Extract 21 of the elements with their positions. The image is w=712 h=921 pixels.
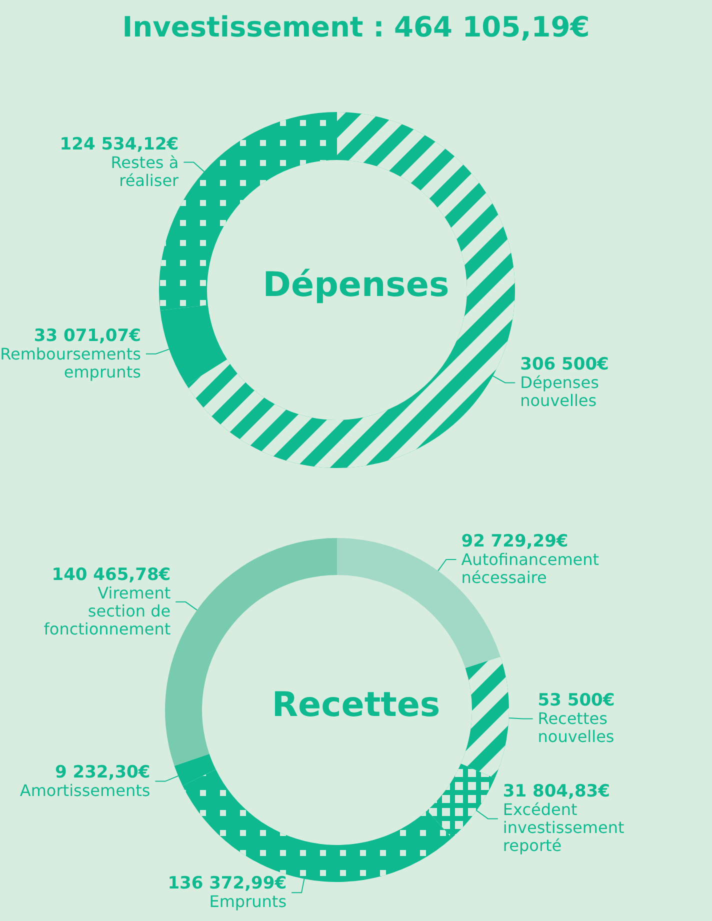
data-label: 136 372,99€ [168, 874, 287, 894]
slice-label: Remboursements emprunts [0, 344, 141, 382]
data-label: 140 465,78€ [52, 564, 171, 585]
data-label: 53 500€ [538, 690, 615, 711]
chart-title: Investissement : 464 105,19€ [122, 10, 590, 44]
slice-label: Dépenses nouvelles [520, 373, 599, 410]
slice-label: Restes à réaliser [110, 152, 180, 190]
data-label: 9 232,30€ [55, 762, 150, 782]
slice-label: Emprunts [209, 892, 287, 912]
slice-label: Excédent investissement reporté [502, 800, 624, 856]
data-label: 92 729,29€ [461, 531, 568, 552]
data-label: 124 534,12€ [60, 134, 179, 154]
slice-label: Recettes nouvelles [538, 709, 614, 746]
data-label: 306 500€ [520, 354, 609, 375]
text: Recettes [272, 685, 440, 725]
data-label: 33 071,07€ [34, 326, 141, 346]
data-label: 31 804,83€ [502, 782, 610, 802]
slice-label: Autofinancement nécessaire [461, 550, 600, 587]
text: Dépenses [262, 265, 450, 305]
slice-label: Amortissements [20, 780, 150, 800]
slice-label: Virement section de fonctionnement [44, 583, 171, 638]
